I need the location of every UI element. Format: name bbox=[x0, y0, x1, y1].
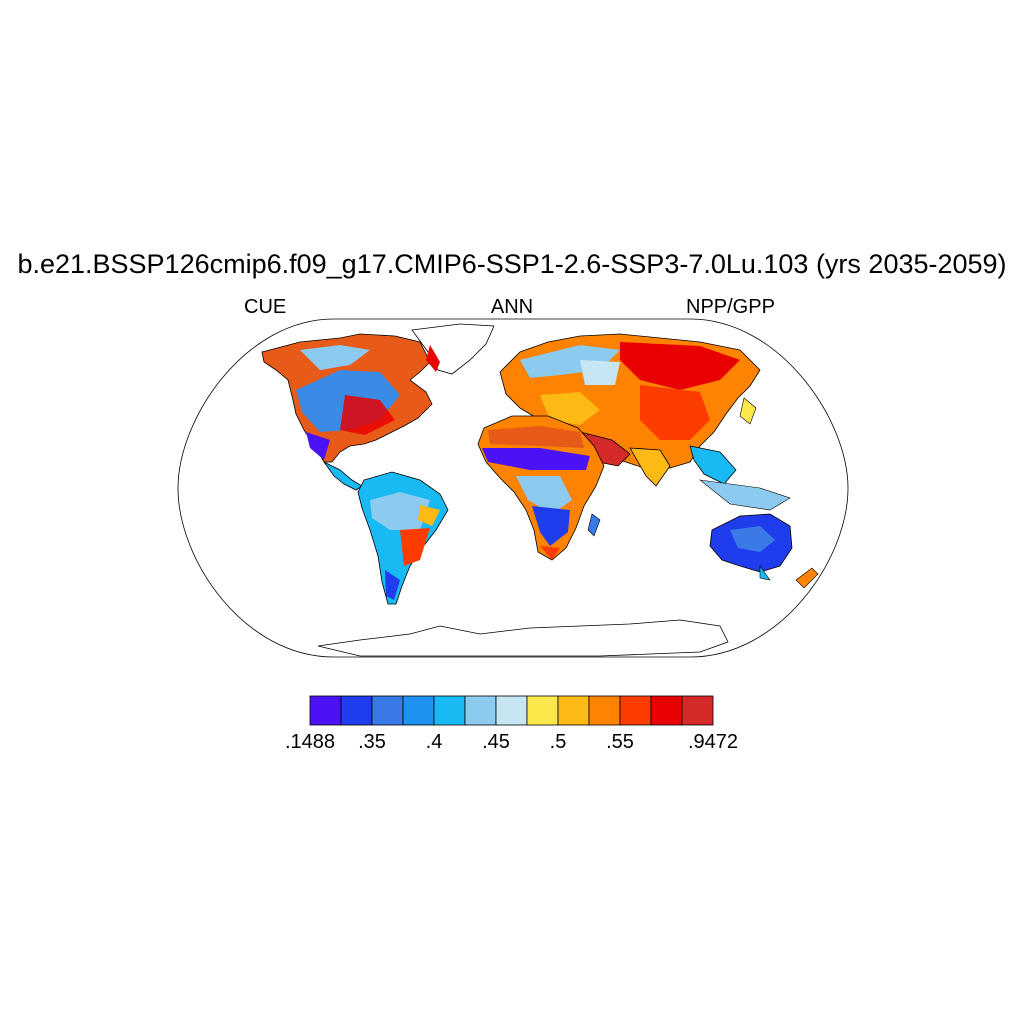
center-string: ANN bbox=[490, 296, 534, 318]
colorbar-swatch bbox=[619, 695, 652, 726]
left-string: CUE bbox=[244, 296, 287, 318]
landmass-central-america bbox=[323, 461, 363, 491]
colorbar-tick-label: .55 bbox=[606, 731, 634, 753]
colorbar-tick-label: .9472 bbox=[687, 731, 739, 753]
landmass-india bbox=[629, 447, 671, 487]
colorbar-tick-label: .4 bbox=[425, 731, 443, 753]
colorbar-swatch bbox=[340, 695, 373, 726]
right-string: NPP/GPP bbox=[686, 296, 775, 318]
colorbar-swatch bbox=[402, 695, 435, 726]
colorbar-swatch bbox=[371, 695, 404, 726]
colorbar-swatch bbox=[433, 695, 466, 726]
colorbar-swatch bbox=[650, 695, 683, 726]
colorbar-swatch bbox=[557, 695, 590, 726]
colorbar-swatch bbox=[588, 695, 621, 726]
colorbar-swatch bbox=[526, 695, 559, 726]
colorbar-swatch bbox=[464, 695, 497, 726]
colorbar-swatch bbox=[681, 695, 714, 726]
colorbar-swatch bbox=[309, 695, 342, 726]
landmass-antarctica bbox=[317, 619, 729, 657]
plot-title: b.e21.BSSP126cmip6.f09_g17.CMIP6-SSP1-2.… bbox=[17, 249, 1007, 279]
colorbar bbox=[309, 695, 714, 726]
colorbar-tick-label: .5 bbox=[549, 731, 567, 753]
colorbar-tick-label: .1488 bbox=[284, 731, 336, 753]
colorbar-tick-label: .35 bbox=[358, 731, 386, 753]
colorbar-tick-label: .45 bbox=[482, 731, 510, 753]
colorbar-swatch bbox=[495, 695, 528, 726]
